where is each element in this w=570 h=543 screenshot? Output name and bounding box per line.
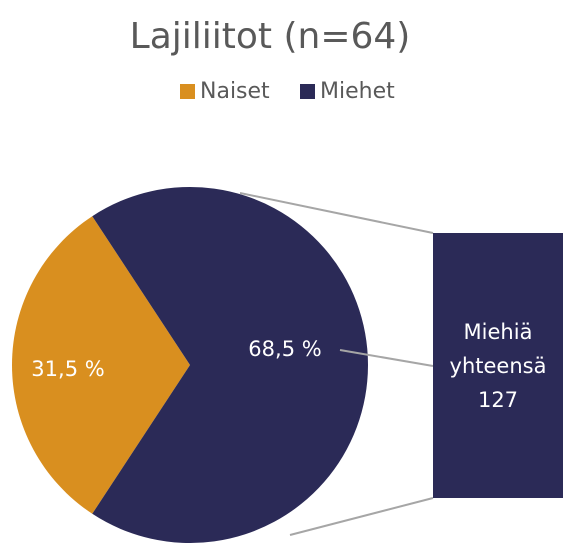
box-label: yhteensä — [450, 354, 547, 378]
connector — [239, 192, 434, 234]
box-label: Miehiä — [464, 320, 533, 344]
box-label: 127 — [478, 388, 518, 412]
legend-label: Miehet — [320, 79, 395, 104]
pie-slice — [12, 216, 190, 514]
connector — [289, 497, 434, 536]
data-label: 31,5 % — [31, 357, 104, 381]
legend-swatch — [180, 84, 195, 99]
legend-swatch — [300, 84, 315, 99]
leader-line — [339, 349, 434, 367]
legend-label: Naiset — [200, 79, 270, 104]
pie-slice — [92, 186, 369, 543]
detail-box — [433, 233, 563, 498]
data-label: 68,5 % — [248, 337, 321, 361]
chart-title: Lajiliitot (n=64) — [130, 16, 411, 57]
